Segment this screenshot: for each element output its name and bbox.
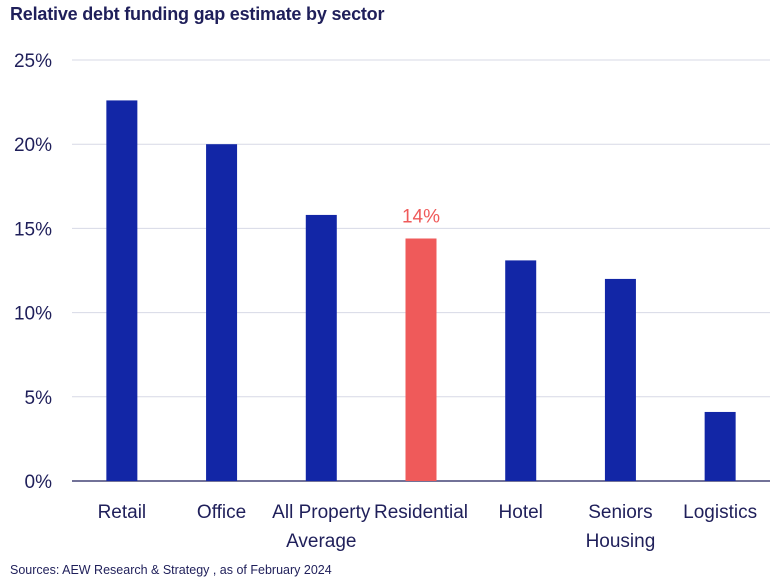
bar [206, 144, 238, 481]
y-tick-label: 25% [14, 51, 52, 72]
bar [505, 260, 537, 481]
bar [604, 278, 636, 481]
data-label: 14% [402, 207, 440, 228]
bar [405, 238, 437, 481]
bar [305, 214, 337, 482]
x-tick-label: All Property [272, 502, 371, 523]
x-tick-label: Retail [98, 502, 147, 523]
y-tick-label: 5% [25, 388, 53, 409]
chart-title: Relative debt funding gap estimate by se… [10, 4, 385, 24]
bar [106, 100, 138, 481]
x-tick-label: Average [286, 531, 356, 552]
x-tick-label: Logistics [683, 502, 757, 523]
y-tick-label: 0% [25, 472, 53, 493]
x-tick-label: Hotel [499, 502, 543, 523]
bar [704, 411, 736, 481]
x-tick-label: Seniors [588, 502, 652, 523]
x-tick-label: Office [197, 502, 246, 523]
x-tick-label: Residential [374, 502, 468, 523]
y-tick-label: 20% [14, 135, 52, 156]
y-tick-label: 15% [14, 219, 52, 240]
x-tick-label: Housing [586, 531, 656, 552]
y-tick-label: 10% [14, 304, 52, 325]
source-note: Sources: AEW Research & Strategy , as of… [10, 563, 332, 577]
